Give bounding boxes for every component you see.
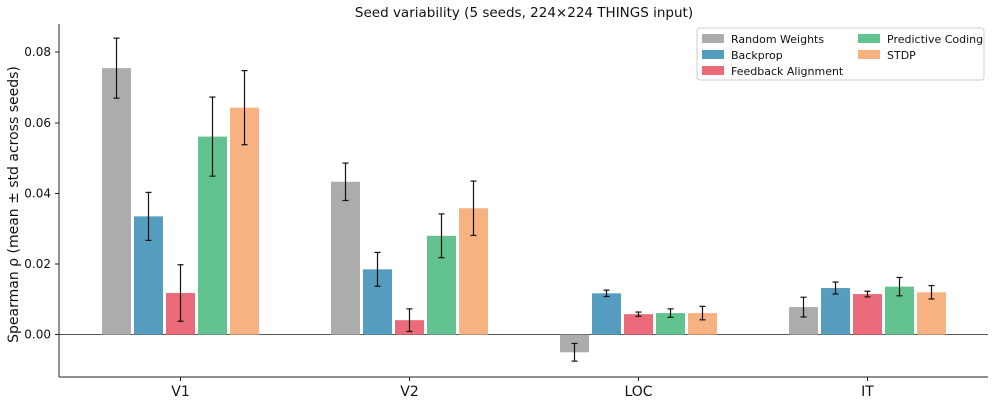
legend-label: Backprop <box>731 49 783 62</box>
x-tick-label: V1 <box>171 384 189 400</box>
plot-area: 0.00 0.02 0.04 0.06 0.08 V1 V2 LOC IT <box>24 24 988 400</box>
bar <box>624 314 653 335</box>
legend-swatch <box>702 50 724 59</box>
y-tick-label: 0.00 <box>24 328 51 342</box>
legend-label: STDP <box>887 49 916 62</box>
bar <box>688 313 717 335</box>
y-axis-label: Spearman ρ (mean ± std across seeds) <box>6 66 22 343</box>
y-tick-label: 0.08 <box>24 45 51 59</box>
legend-label: Random Weights <box>731 33 824 46</box>
x-tick-label: IT <box>861 384 874 400</box>
y-tick-label: 0.06 <box>24 116 51 130</box>
bar <box>656 313 685 335</box>
chart-title: Seed variability (5 seeds, 224×224 THING… <box>355 5 693 21</box>
x-tick-label: V2 <box>400 384 418 400</box>
legend-frame <box>696 27 985 81</box>
y-tick-label: 0.02 <box>24 257 51 271</box>
bar <box>821 288 850 335</box>
legend-label: Predictive Coding <box>887 33 983 46</box>
bar <box>230 107 259 335</box>
legend-swatch <box>702 34 724 43</box>
legend-swatch <box>858 34 880 43</box>
x-tick-label: LOC <box>624 384 652 400</box>
bar <box>853 294 882 335</box>
y-tick-label: 0.04 <box>24 186 51 200</box>
legend-swatch <box>858 50 880 59</box>
legend-swatch <box>702 66 724 75</box>
bar <box>592 293 621 335</box>
legend: Random Weights Backprop Feedback Alignment… <box>696 27 985 81</box>
bar <box>331 181 360 335</box>
bar <box>102 68 131 335</box>
legend-label: Feedback Alignment <box>731 65 844 78</box>
